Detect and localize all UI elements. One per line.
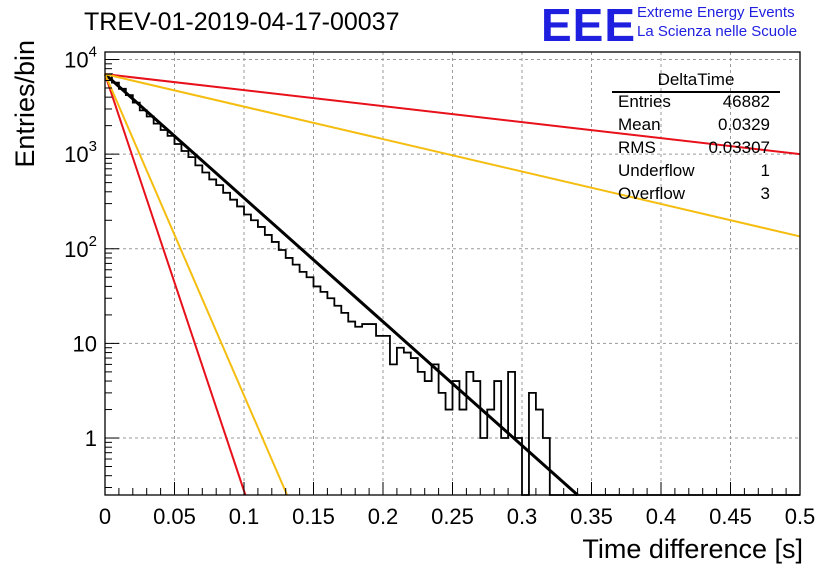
x-tick-label: 0.05 <box>153 504 196 529</box>
y-tick-label: 104 <box>64 43 97 72</box>
stats-row-mean: Mean 0.0329 <box>618 115 770 137</box>
stats-divider <box>612 91 780 93</box>
fit-line <box>104 73 247 496</box>
fit-line <box>104 73 579 497</box>
logo-subtitle-2: La Scienza nelle Scuole <box>637 23 798 40</box>
x-tick-label: 0.15 <box>292 504 335 529</box>
stats-value: 0.0329 <box>718 115 770 134</box>
stats-title: DeltaTime <box>657 70 735 89</box>
x-tick-label: 0.35 <box>570 504 613 529</box>
stats-key: RMS <box>618 138 656 157</box>
y-axis-label: Entries/bin <box>10 40 40 168</box>
stats-row-overflow: Overflow 3 <box>618 184 770 206</box>
stats-box: DeltaTime Entries 46882 Mean 0.0329 RMS … <box>612 70 780 208</box>
x-tick-label: 0.45 <box>709 504 752 529</box>
stats-key: Overflow <box>618 184 686 203</box>
stats-key: Entries <box>618 92 671 111</box>
y-tick-label: 10 <box>73 331 97 356</box>
x-tick-label: 0.25 <box>431 504 474 529</box>
x-tick-label: 0.4 <box>646 504 677 529</box>
x-tick-label: 0.5 <box>785 504 816 529</box>
y-tick-label: 1 <box>85 426 97 451</box>
x-tick-label: 0.3 <box>507 504 538 529</box>
stats-row-underflow: Underflow 1 <box>618 161 770 183</box>
x-tick-label: 0.2 <box>368 504 399 529</box>
fit-line <box>104 73 801 238</box>
page-title: TREV-01-2019-04-17-00037 <box>84 8 400 36</box>
eee-logo: EEE <box>541 0 637 51</box>
stats-value: 0.03307 <box>708 138 770 157</box>
stats-key: Mean <box>618 115 661 134</box>
y-tick-label: 102 <box>64 233 97 262</box>
stats-key: Underflow <box>618 161 695 180</box>
stats-value: 1 <box>760 161 770 180</box>
fit-line <box>104 73 289 496</box>
stats-value: 46882 <box>722 92 770 111</box>
x-tick-label: 0 <box>99 504 111 529</box>
logo-subtitle-1: Extreme Energy Events <box>637 4 795 21</box>
stats-value: 3 <box>760 184 770 203</box>
stats-row-rms: RMS 0.03307 <box>618 138 770 160</box>
x-tick-label: 0.1 <box>229 504 260 529</box>
y-tick-label: 103 <box>64 138 97 167</box>
fit-line <box>104 73 801 156</box>
x-axis-label: Time difference [s] <box>582 534 803 564</box>
stats-row-entries: Entries 46882 <box>618 92 770 114</box>
chart-ticks: 0 0.05 0.1 0.15 0.2 0.25 0.3 0.35 0.4 0.45 0.5 1 10 1… <box>64 43 815 529</box>
